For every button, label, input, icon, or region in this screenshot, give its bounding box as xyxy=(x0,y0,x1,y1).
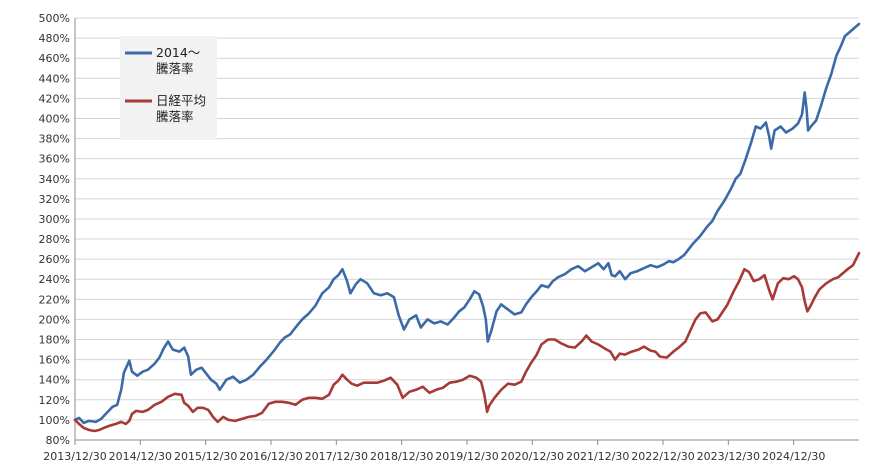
y-tick-label: 180% xyxy=(39,334,70,347)
y-tick-label: 480% xyxy=(39,32,70,45)
y-tick-label: 260% xyxy=(39,253,70,266)
y-tick-label: 160% xyxy=(39,354,70,367)
x-tick-label: 2020/12/30 xyxy=(501,450,564,463)
x-tick-label: 2013/12/30 xyxy=(43,450,106,463)
y-tick-label: 100% xyxy=(39,414,70,427)
x-tick-label: 2023/12/30 xyxy=(697,450,760,463)
x-tick-label: 2019/12/30 xyxy=(435,450,498,463)
y-tick-label: 200% xyxy=(39,313,70,326)
y-tick-label: 220% xyxy=(39,293,70,306)
y-tick-label: 360% xyxy=(39,153,70,166)
x-tick-label: 2018/12/30 xyxy=(370,450,433,463)
series-lines xyxy=(73,22,861,433)
y-tick-label: 420% xyxy=(39,92,70,105)
y-tick-label: 120% xyxy=(39,394,70,407)
y-tick-label: 500% xyxy=(39,12,70,25)
series-line-1 xyxy=(73,251,861,433)
x-tick-label: 2015/12/30 xyxy=(174,450,237,463)
y-tick-label: 400% xyxy=(39,112,70,125)
y-tick-label: 280% xyxy=(39,233,70,246)
y-tick-label: 380% xyxy=(39,133,70,146)
legend-label-0-line-1: 2014～ xyxy=(156,45,200,60)
y-axis-ticks: 80% 100% 120% 140% 160% 180% 200% 220% 240% 260% 2… xyxy=(39,12,70,447)
y-tick-label: 140% xyxy=(39,374,70,387)
y-tick-label: 440% xyxy=(39,72,70,85)
legend-label-1-line-2: 騰落率 xyxy=(156,109,194,124)
legend-label-1-line-1: 日経平均 xyxy=(156,93,206,108)
legend-label-0-line-2: 騰落率 xyxy=(156,61,194,76)
x-axis-ticks: 2013/12/30 2014/12/30 2015/12/30 2016/12/30… xyxy=(43,440,825,463)
x-tick-label: 2024/12/30 xyxy=(762,450,825,463)
y-tick-label: 80% xyxy=(46,434,70,447)
gridlines xyxy=(74,17,859,441)
x-tick-label: 2017/12/30 xyxy=(305,450,368,463)
series-line-0 xyxy=(73,22,861,425)
x-tick-label: 2021/12/30 xyxy=(566,450,629,463)
x-tick-label: 2022/12/30 xyxy=(631,450,694,463)
x-tick-label: 2016/12/30 xyxy=(239,450,302,463)
y-tick-label: 300% xyxy=(39,213,70,226)
y-tick-label: 320% xyxy=(39,193,70,206)
y-tick-label: 240% xyxy=(39,273,70,286)
y-tick-label: 340% xyxy=(39,173,70,186)
x-tick-label: 2014/12/30 xyxy=(109,450,172,463)
y-tick-label: 460% xyxy=(39,52,70,65)
legend: 2014～ 騰落率 日経平均 騰落率 xyxy=(120,36,217,140)
